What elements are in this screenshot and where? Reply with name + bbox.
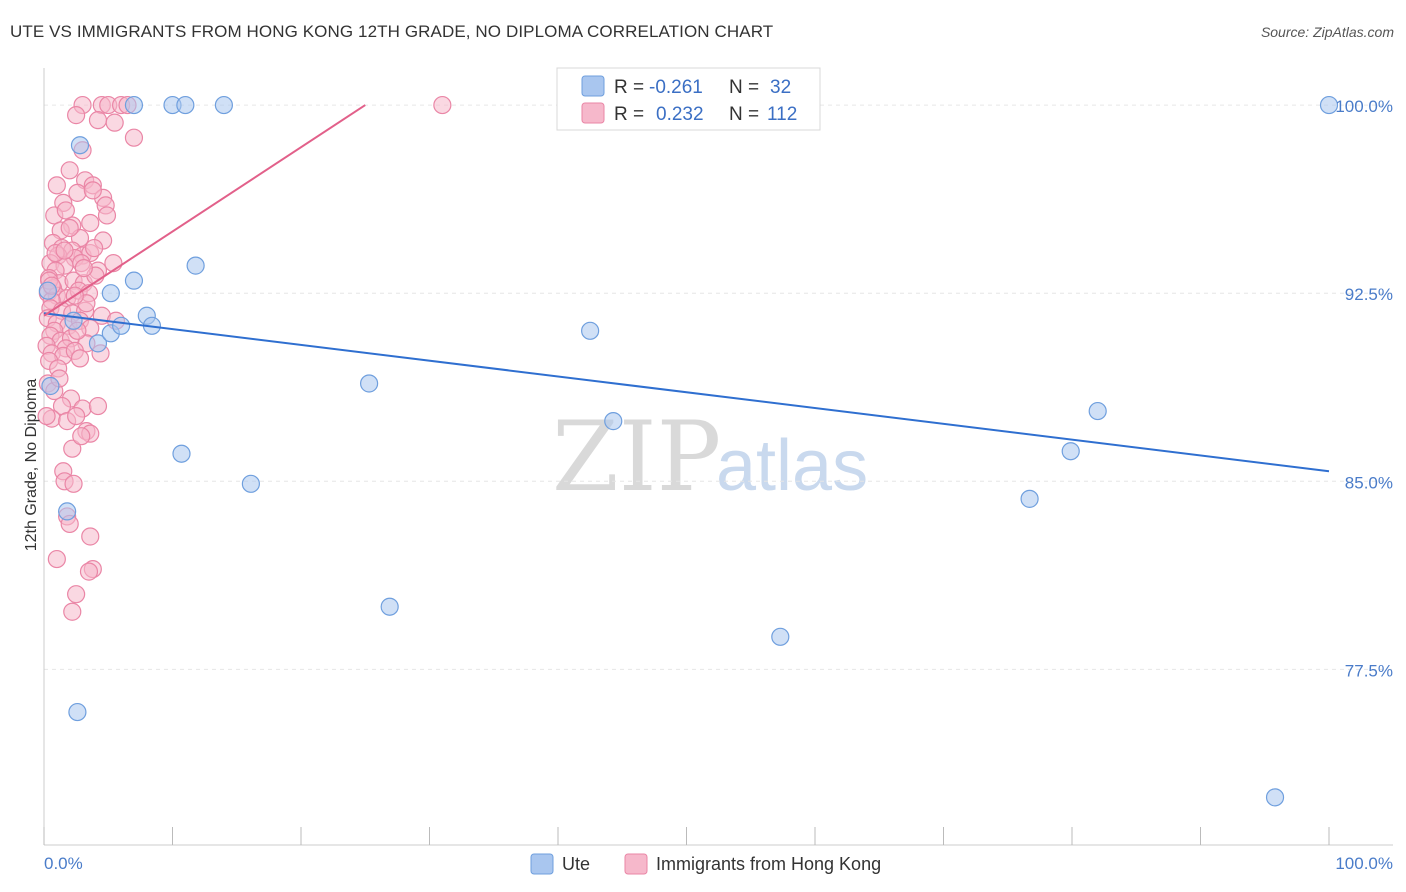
ute-point — [70, 136, 90, 155]
ute-point — [64, 311, 83, 330]
hk-point — [81, 527, 100, 546]
hk-point — [79, 562, 99, 581]
bottom-legend-ute: Ute — [562, 854, 590, 874]
ute-point — [214, 95, 233, 115]
legend-ute-r-value: -0.261 — [649, 77, 703, 98]
source-label: Source: ZipAtlas.com — [1260, 24, 1394, 40]
hk-point — [124, 128, 144, 147]
ute-trend-line — [43, 312, 1330, 473]
legend-ute-r-label: R = — [614, 77, 644, 98]
chart-title: UTE VS IMMIGRANTS FROM HONG KONG 12TH GR… — [10, 22, 774, 41]
legend-box: R = -0.261 N = 32 R = 0.232 N = 112 — [556, 67, 821, 131]
y-tick-label: 85.0% — [1345, 473, 1393, 492]
hk-trend-line — [43, 104, 366, 317]
hk-point — [63, 439, 82, 458]
legend-hk-n-label: N = — [729, 104, 759, 125]
legend-hk-r-label: R = — [614, 104, 644, 125]
ute-point — [124, 95, 144, 115]
hk-point — [55, 241, 74, 260]
ute-point — [58, 502, 77, 521]
hk-point — [47, 176, 66, 195]
ute-point — [68, 702, 87, 722]
legend-ute-n-value: 32 — [770, 77, 791, 98]
ute-point — [186, 256, 205, 275]
hk-point — [72, 427, 91, 446]
ute-point — [88, 334, 108, 353]
ute-point — [360, 374, 379, 393]
hk-point — [85, 238, 104, 258]
bottom-legend: Ute Immigrants from Hong Kong — [530, 853, 881, 875]
y-tick-label: 77.5% — [1345, 661, 1393, 680]
watermark-zip: ZIP — [552, 401, 721, 513]
ute-point — [581, 321, 600, 340]
hk-point — [81, 213, 100, 233]
hk-point — [67, 106, 86, 125]
x-tick-label-max: 100.0% — [1335, 854, 1393, 873]
hk-point — [70, 349, 90, 368]
ute-point — [604, 412, 623, 431]
y-tick-label: 92.5% — [1345, 285, 1393, 304]
x-ticks — [43, 827, 1330, 845]
ute-point — [101, 284, 120, 303]
hk-point — [83, 181, 102, 200]
hk-point — [104, 253, 123, 273]
bottom-legend-hk: Immigrants from Hong Kong — [656, 854, 881, 874]
series-ute-points — [38, 95, 1339, 807]
ute-point — [1088, 401, 1107, 421]
hk-point — [60, 161, 79, 180]
legend-hk-n-value: 112 — [767, 104, 797, 125]
hk-point — [97, 206, 117, 225]
ute-point — [771, 627, 790, 646]
legend-ute-n-label: N = — [729, 77, 759, 98]
ute-point — [124, 271, 144, 290]
hk-point — [37, 406, 56, 426]
ute-point — [1020, 489, 1039, 508]
legend-hk-r-value: 0.232 — [656, 104, 704, 125]
ute-point — [380, 597, 399, 616]
hk-point — [60, 218, 79, 238]
hk-point — [67, 406, 86, 426]
trend-lines — [43, 104, 1330, 473]
x-tick-label-min: 0.0% — [44, 854, 83, 873]
hk-point — [88, 396, 108, 416]
legend-swatch-ute — [581, 75, 605, 97]
ute-point — [1319, 95, 1339, 115]
bottom-legend-swatch-ute — [530, 853, 554, 875]
hk-point — [56, 201, 75, 220]
y-axis-label: 12th Grade, No Diploma — [23, 379, 40, 552]
ute-point — [1265, 788, 1285, 807]
hk-point — [433, 95, 452, 115]
hk-point — [68, 183, 87, 202]
ute-point — [1061, 442, 1080, 461]
ute-point — [111, 316, 131, 335]
ute-point — [41, 376, 60, 396]
y-tick-label: 100.0% — [1335, 97, 1393, 116]
bottom-legend-swatch-hk — [624, 853, 648, 875]
y-tick-labels: 100.0% 92.5% 85.0% 77.5% — [1335, 97, 1393, 680]
legend-swatch-hk — [581, 102, 605, 124]
grid-lines — [44, 104, 1393, 670]
ute-point — [172, 444, 191, 463]
hk-point — [67, 585, 86, 604]
hk-point — [105, 113, 124, 132]
series-hk-points — [37, 95, 452, 621]
axes — [43, 68, 1393, 846]
hk-point — [88, 111, 108, 130]
hk-point — [74, 259, 93, 278]
hk-point — [63, 602, 82, 621]
ute-point — [38, 281, 57, 300]
ute-point — [241, 474, 260, 493]
ute-point — [176, 95, 195, 115]
watermark-atlas: atlas — [716, 426, 868, 506]
hk-point — [64, 474, 83, 493]
hk-point — [47, 549, 66, 569]
